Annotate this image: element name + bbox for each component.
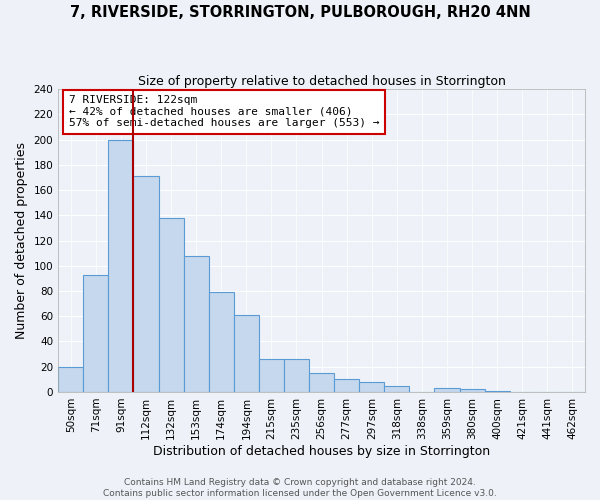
Bar [485, 390, 510, 392]
Bar [259, 359, 284, 392]
Bar [158, 218, 184, 392]
Text: Contains HM Land Registry data © Crown copyright and database right 2024.
Contai: Contains HM Land Registry data © Crown c… [103, 478, 497, 498]
Bar [309, 373, 334, 392]
X-axis label: Distribution of detached houses by size in Storrington: Distribution of detached houses by size … [153, 444, 490, 458]
Bar [334, 380, 359, 392]
Bar [109, 140, 133, 392]
Bar [184, 256, 209, 392]
Bar [284, 359, 309, 392]
Bar [83, 274, 109, 392]
Text: 7, RIVERSIDE, STORRINGTON, PULBOROUGH, RH20 4NN: 7, RIVERSIDE, STORRINGTON, PULBOROUGH, R… [70, 5, 530, 20]
Text: 7 RIVERSIDE: 122sqm
← 42% of detached houses are smaller (406)
57% of semi-detac: 7 RIVERSIDE: 122sqm ← 42% of detached ho… [69, 95, 379, 128]
Bar [359, 382, 385, 392]
Bar [58, 366, 83, 392]
Bar [133, 176, 158, 392]
Bar [234, 315, 259, 392]
Bar [385, 386, 409, 392]
Bar [460, 390, 485, 392]
Bar [209, 292, 234, 392]
Bar [434, 388, 460, 392]
Y-axis label: Number of detached properties: Number of detached properties [15, 142, 28, 339]
Title: Size of property relative to detached houses in Storrington: Size of property relative to detached ho… [137, 75, 506, 88]
